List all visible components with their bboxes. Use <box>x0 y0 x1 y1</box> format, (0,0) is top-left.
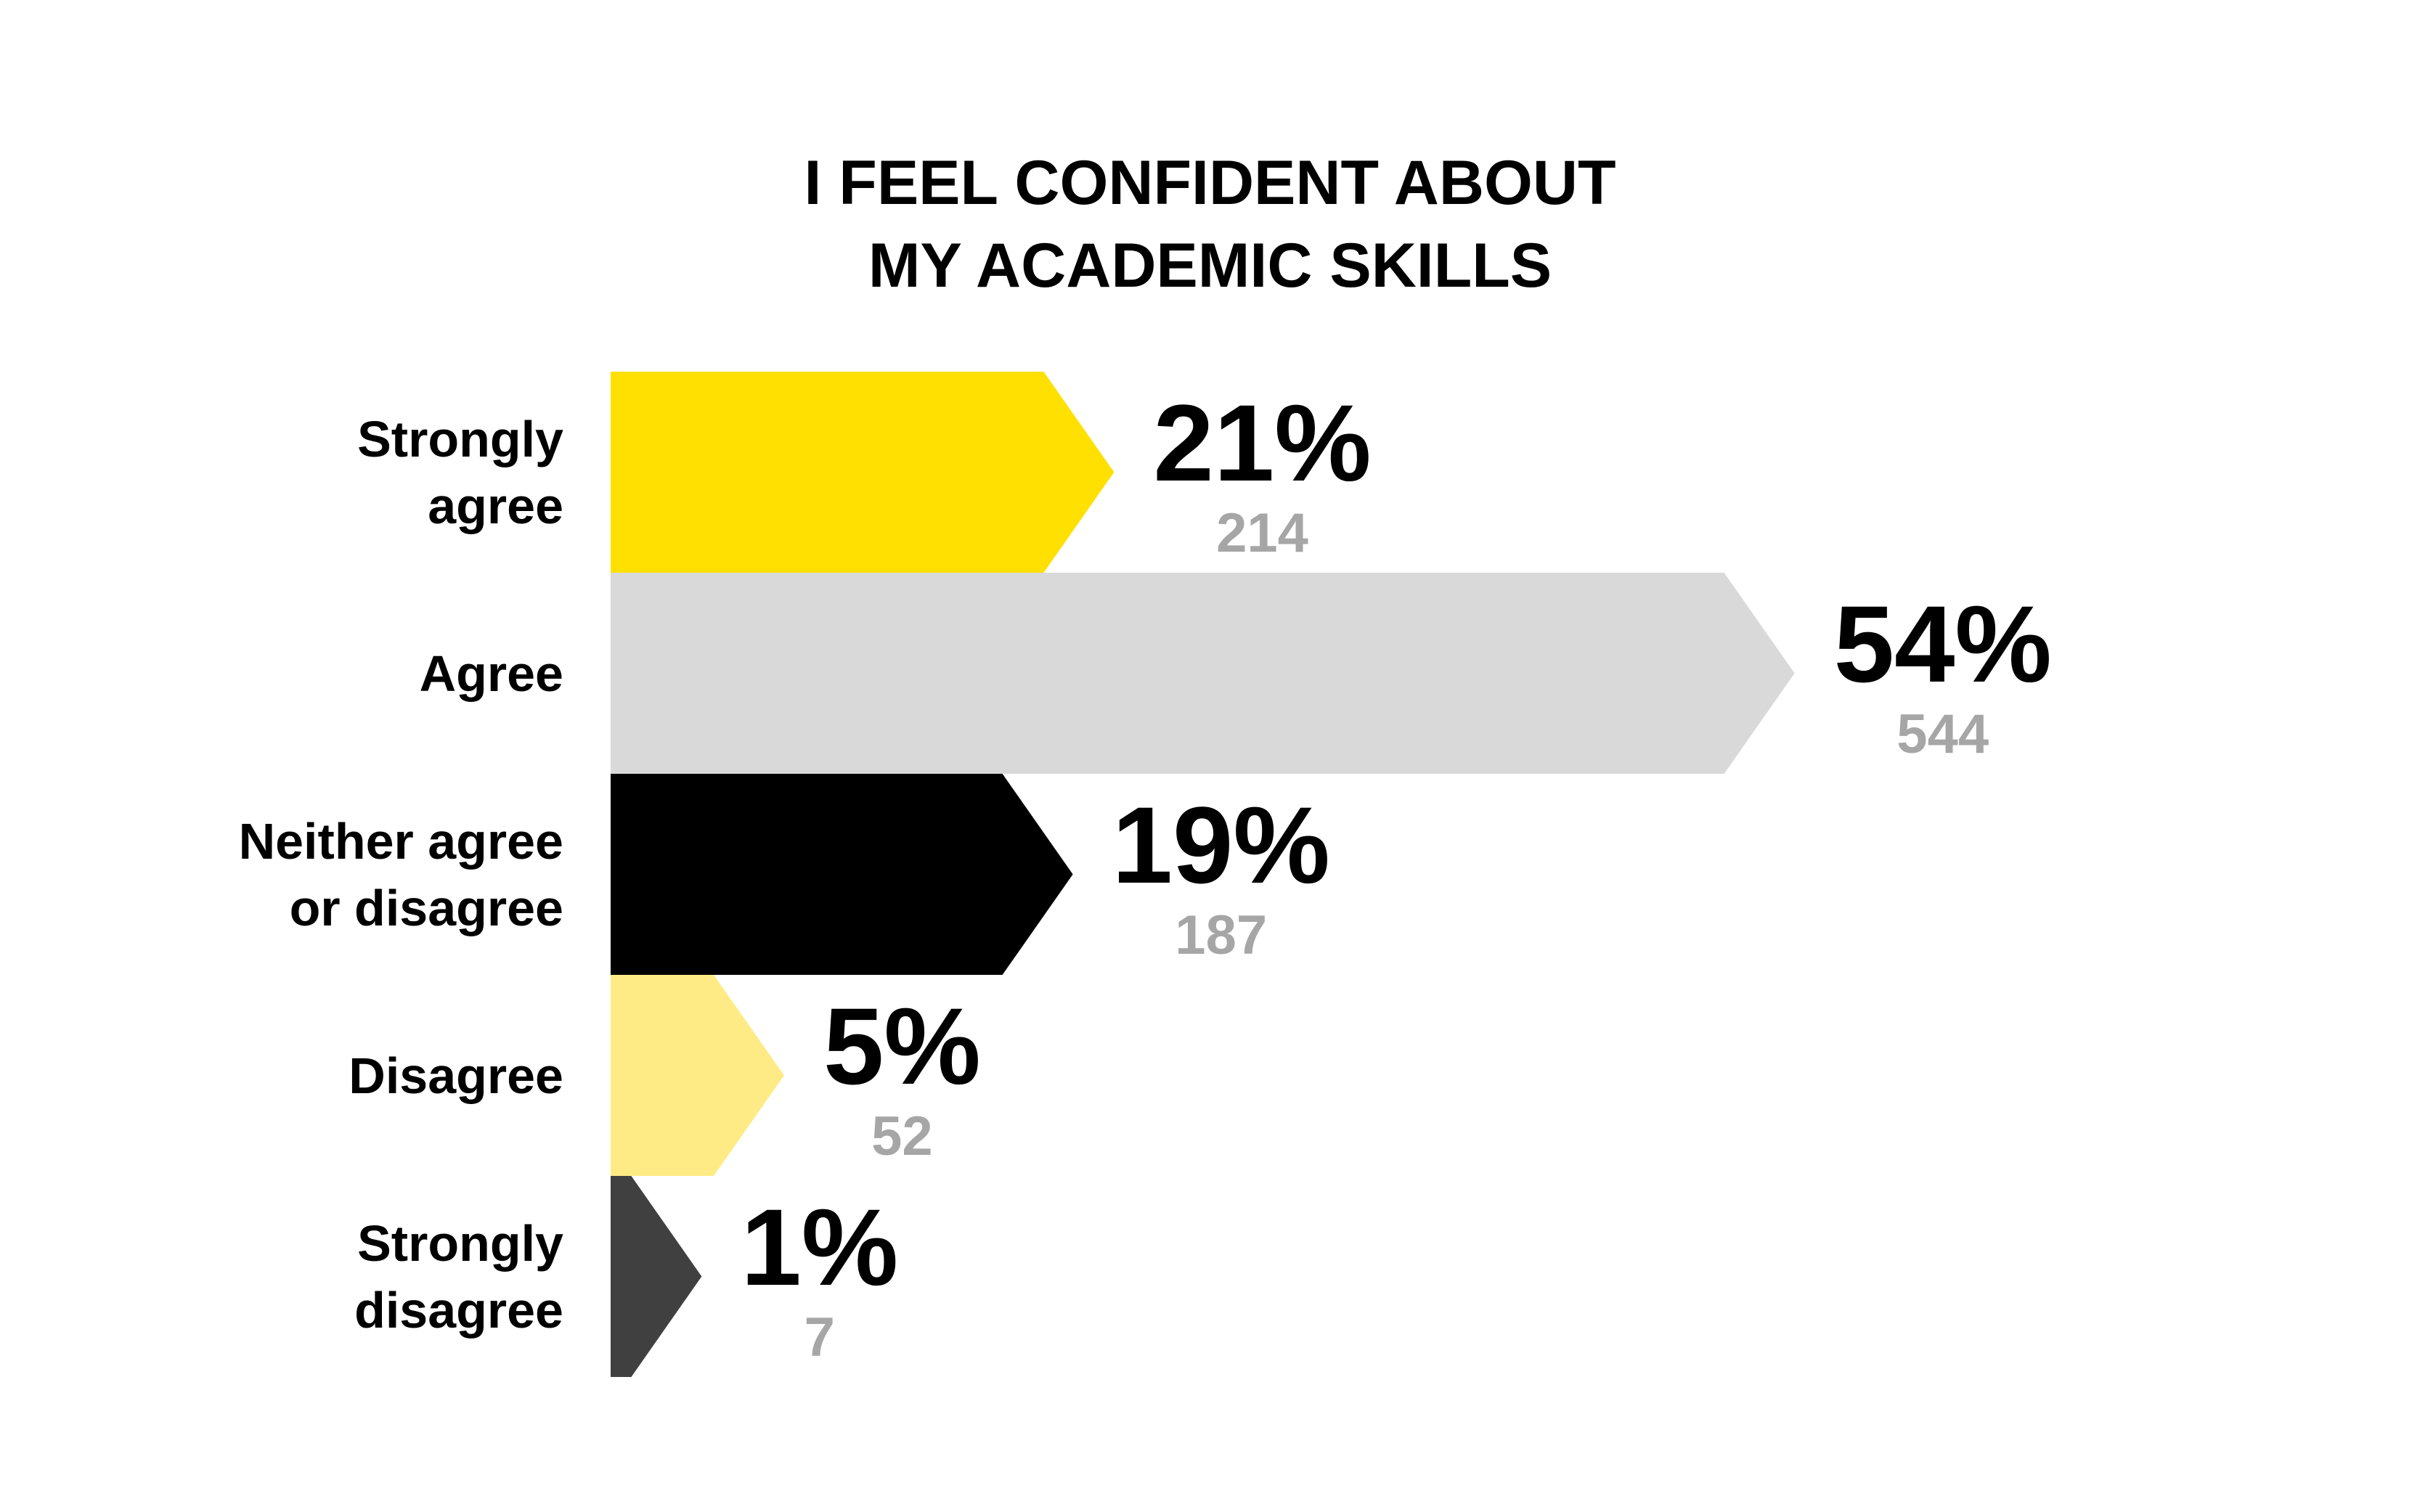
count-label: 52 <box>871 1105 933 1167</box>
chart-title: I FEEL CONFIDENT ABOUT MY ACADEMIC SKILL… <box>804 148 1616 301</box>
value-label: 1% <box>741 1185 899 1308</box>
category-label: Agree <box>419 645 563 702</box>
category-label: Strongly disagree <box>354 1214 563 1339</box>
count-label: 544 <box>1897 703 1989 765</box>
bar <box>611 975 784 1176</box>
bar <box>611 1176 702 1377</box>
bar <box>611 573 1795 774</box>
value-label: 19% <box>1112 783 1330 906</box>
count-label: 214 <box>1216 502 1308 564</box>
bar <box>611 774 1073 975</box>
category-label: Strongly agree <box>357 410 563 534</box>
value-label: 21% <box>1153 381 1372 504</box>
count-label: 187 <box>1175 904 1268 966</box>
bar <box>611 372 1115 573</box>
category-label: Disagree <box>349 1047 563 1104</box>
value-label: 54% <box>1833 582 2052 705</box>
category-label: Neither agree or disagree <box>238 812 563 936</box>
count-label: 7 <box>804 1306 835 1368</box>
value-label: 5% <box>823 984 981 1107</box>
